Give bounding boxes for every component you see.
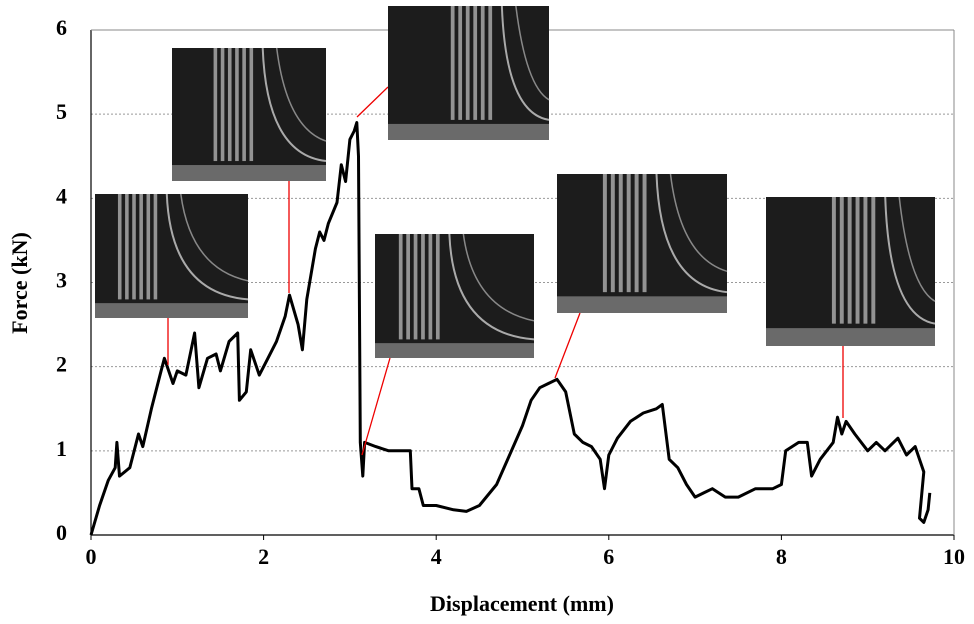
callout-line	[356, 86, 389, 118]
fiber-stripe	[488, 6, 493, 120]
inset-bg	[172, 48, 326, 181]
ply-curve	[898, 196, 936, 302]
ply-curve	[884, 196, 936, 325]
fiber-stripe	[235, 48, 239, 162]
fiber-stripe	[863, 197, 868, 324]
ply-curve	[515, 5, 550, 101]
y-tick-label: 0	[56, 520, 67, 545]
ply-curve	[448, 233, 535, 341]
y-tick-label: 6	[56, 15, 67, 40]
fiber-stripe	[413, 234, 418, 340]
inset-image	[388, 5, 550, 140]
inset-image	[95, 193, 249, 318]
fiber-stripe	[132, 194, 136, 300]
x-tick-label: 8	[776, 544, 787, 569]
fiber-stripe	[634, 174, 639, 293]
inset-image	[557, 173, 728, 313]
fiber-stripe	[871, 197, 876, 324]
callout-line	[554, 312, 581, 379]
fiber-stripe	[435, 234, 440, 340]
inset-floor	[375, 343, 534, 358]
ply-curve	[261, 47, 327, 163]
fiber-stripe	[831, 197, 836, 324]
fiber-stripe	[421, 234, 425, 340]
inset-bg	[557, 174, 727, 313]
y-tick-label: 2	[56, 352, 67, 377]
fiber-stripe	[458, 6, 463, 120]
fiber-stripe	[220, 48, 225, 162]
ply-curve	[462, 233, 535, 322]
ply-curve	[165, 193, 249, 301]
inset-image	[172, 47, 327, 181]
x-tick-label: 0	[86, 544, 97, 569]
fiber-stripe	[602, 174, 607, 293]
fiber-stripe	[117, 194, 122, 300]
inset-floor	[388, 123, 549, 140]
fiber-stripe	[618, 174, 623, 293]
fiber-stripe	[642, 174, 647, 293]
callout-line	[361, 357, 391, 456]
y-tick-label: 5	[56, 99, 67, 124]
fiber-stripe	[839, 197, 844, 324]
fiber-stripe	[153, 194, 158, 300]
inset-floor	[95, 303, 248, 318]
fiber-stripe	[249, 48, 254, 162]
fiber-stripe	[847, 197, 852, 324]
fiber-stripe	[473, 6, 478, 120]
fiber-stripe	[465, 6, 470, 120]
y-tick-label: 4	[56, 183, 67, 208]
y-tick-label: 3	[56, 268, 67, 293]
ply-curve	[275, 47, 327, 142]
fiber-stripe	[428, 234, 433, 340]
fiber-stripe	[227, 48, 232, 162]
x-tick-label: 4	[431, 544, 442, 569]
fiber-stripe	[398, 234, 403, 340]
fiber-stripe	[626, 174, 631, 293]
ply-curve	[180, 193, 249, 282]
x-tick-label: 2	[258, 544, 269, 569]
fiber-stripe	[125, 194, 129, 300]
fiber-stripe	[213, 48, 218, 162]
fiber-stripe	[242, 48, 246, 162]
inset-floor	[172, 165, 326, 181]
fiber-stripe	[450, 6, 455, 120]
fiber-stripe	[139, 194, 143, 300]
ply-curve	[669, 173, 728, 273]
fiber-stripe	[146, 194, 151, 300]
fiber-stripe	[480, 6, 485, 120]
x-tick-label: 6	[603, 544, 614, 569]
y-tick-label: 1	[56, 436, 67, 461]
x-tick-label: 10	[943, 544, 965, 569]
inset-image	[375, 233, 535, 358]
ply-curve	[500, 5, 550, 121]
fiber-stripe	[406, 234, 410, 340]
y-axis-title: Force (kN)	[7, 232, 32, 334]
ply-curve	[655, 173, 728, 294]
fiber-stripe	[610, 174, 615, 293]
inset-floor	[766, 328, 935, 346]
x-axis-title: Displacement (mm)	[430, 591, 614, 616]
fiber-stripe	[855, 197, 860, 324]
inset-floor	[557, 296, 727, 313]
inset-image	[766, 196, 936, 346]
force-curve	[89, 121, 932, 536]
